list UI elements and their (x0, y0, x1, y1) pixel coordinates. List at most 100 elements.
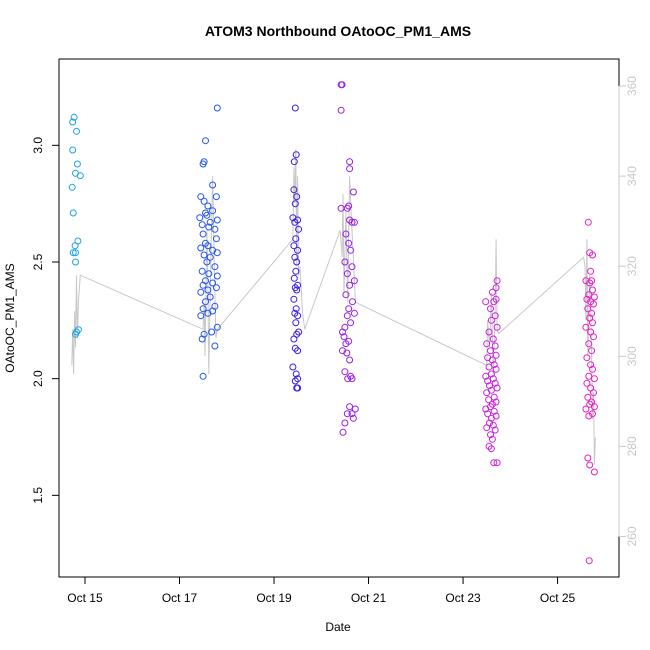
data-point-series-4 (491, 342, 499, 350)
data-point-series-5 (588, 347, 596, 355)
y2-line-layer (71, 149, 596, 465)
data-point-series-3 (347, 246, 355, 254)
data-point-series-3 (346, 281, 354, 289)
data-point-series-4 (492, 284, 500, 292)
data-point-series-4 (489, 375, 497, 383)
data-point-series-4 (493, 323, 501, 331)
y2-tick-label: 340 (625, 166, 639, 186)
data-point-series-0 (72, 258, 79, 266)
data-point-series-1 (206, 218, 214, 226)
data-point-series-4 (491, 312, 499, 320)
data-point-series-5 (586, 461, 594, 469)
data-point-series-4 (485, 363, 493, 371)
data-point-series-5 (589, 319, 596, 327)
data-point-series-1 (212, 193, 220, 201)
data-point-series-1 (199, 372, 207, 380)
data-point-series-2 (291, 104, 299, 112)
y2-tick-label: 300 (625, 346, 639, 366)
data-point-series-3 (337, 106, 345, 114)
data-point-series-1 (212, 235, 220, 243)
data-point-series-5 (587, 361, 595, 369)
data-point-series-3 (343, 312, 351, 320)
data-point-series-2 (290, 242, 298, 250)
data-point-series-1 (206, 253, 214, 261)
data-point-series-3 (342, 340, 350, 348)
data-point-series-4 (487, 305, 494, 313)
data-point-series-1 (199, 281, 207, 289)
data-point-series-4 (488, 435, 496, 443)
data-point-series-3 (344, 375, 352, 383)
data-point-series-0 (69, 209, 77, 217)
data-point-series-1 (198, 267, 206, 275)
data-point-series-1 (205, 223, 213, 231)
y-axis: 1.5 2.0 2.5 3.0 (31, 137, 60, 504)
x-tick-label: Oct 17 (162, 591, 198, 605)
data-point-series-1 (213, 249, 221, 257)
data-point-series-1 (213, 104, 221, 112)
data-point-series-1 (213, 272, 221, 280)
x-axis: Oct 15 Oct 17 Oct 19 Oct 21 Oct 23 Oct 25 (67, 576, 576, 605)
data-point-series-1 (211, 263, 219, 271)
data-point-series-3 (345, 239, 353, 247)
data-point-series-1 (211, 225, 219, 233)
data-point-series-5 (585, 412, 593, 420)
data-point-series-4 (484, 410, 492, 418)
data-point-series-2 (294, 384, 302, 392)
y-tick-label: 3.0 (31, 137, 45, 154)
data-point-series-1 (204, 286, 212, 294)
data-point-series-3 (346, 403, 354, 411)
x-tick-label: Oct 23 (445, 591, 481, 605)
plot-box (58, 58, 620, 578)
data-point-series-1 (197, 193, 205, 201)
data-point-series-1 (204, 202, 212, 210)
data-point-series-2 (290, 158, 298, 166)
x-tick-label: Oct 15 (67, 591, 103, 605)
data-point-series-2 (295, 328, 303, 336)
y2-tick-label: 360 (625, 76, 639, 96)
y-tick-label: 2.5 (31, 253, 45, 270)
data-point-series-1 (202, 298, 209, 306)
data-point-series-0 (73, 160, 81, 168)
data-point-series-3 (351, 405, 359, 413)
y2-series-line (71, 149, 596, 465)
data-point-series-4 (491, 379, 499, 387)
data-point-series-2 (292, 319, 300, 327)
data-point-series-0 (68, 183, 76, 191)
data-point-series-4 (492, 295, 500, 303)
y2-axis: 260 280 300 320 340 360 (618, 76, 639, 546)
data-point-series-1 (202, 137, 209, 145)
data-point-series-5 (584, 218, 592, 226)
data-point-series-2 (290, 295, 298, 303)
x-axis-label: Date (325, 620, 351, 634)
data-point-series-3 (339, 328, 346, 336)
data-point-series-5 (583, 379, 591, 387)
data-point-series-5 (590, 389, 597, 397)
data-point-series-0 (71, 242, 79, 250)
data-point-series-1 (196, 214, 204, 222)
data-point-series-3 (339, 428, 347, 436)
data-point-series-4 (484, 377, 492, 385)
data-point-series-1 (199, 230, 207, 238)
data-point-series-4 (485, 396, 493, 404)
data-point-series-2 (292, 370, 300, 378)
data-point-series-4 (483, 389, 491, 397)
data-point-series-4 (486, 382, 493, 390)
data-point-series-1 (204, 242, 212, 250)
data-point-series-3 (343, 270, 351, 278)
x-tick-label: Oct 25 (540, 591, 576, 605)
data-point-series-1 (206, 293, 214, 301)
data-point-series-4 (490, 459, 498, 467)
data-point-series-3 (342, 230, 350, 238)
data-point-series-2 (294, 375, 302, 383)
data-point-series-4 (491, 426, 499, 434)
data-point-series-2 (294, 347, 302, 355)
data-point-series-5 (583, 295, 591, 303)
data-point-series-4 (489, 421, 497, 429)
data-point-series-5 (590, 333, 597, 341)
data-point-series-5 (589, 286, 596, 294)
data-point-series-3 (348, 263, 356, 271)
data-point-series-0 (72, 330, 79, 338)
data-point-series-4 (490, 393, 498, 401)
data-point-series-0 (69, 118, 77, 126)
